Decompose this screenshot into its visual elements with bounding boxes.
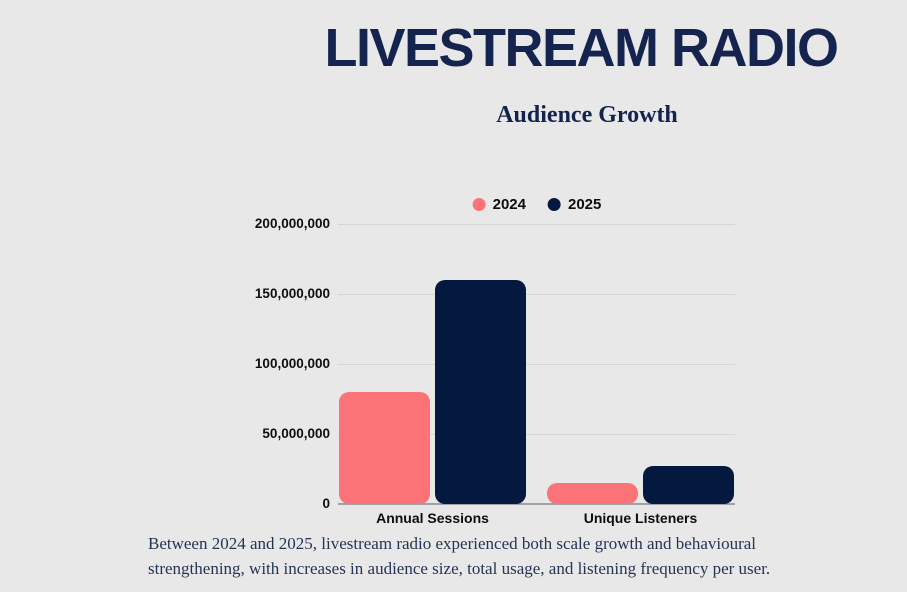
chart-title: Audience Growth	[496, 102, 678, 128]
x-axis-line	[338, 503, 735, 505]
legend-dot-2025	[548, 198, 561, 211]
gridline-100-000-000	[338, 364, 735, 365]
gridline-50-000-000	[338, 434, 735, 435]
legend-label-2024: 2024	[492, 196, 526, 213]
x-tick-label-annual-sessions: Annual Sessions	[376, 510, 489, 526]
legend-item-2025: 2025	[548, 196, 601, 213]
y-tick-label-0: 0	[322, 496, 330, 511]
legend-item-2024: 2024	[472, 196, 526, 213]
chart-caption: Between 2024 and 2025, livestream radio …	[148, 534, 771, 578]
y-tick-label-50-000-000: 50,000,000	[262, 426, 330, 441]
chart-legend: 2024 2025	[472, 196, 601, 213]
gridline-200-000-000	[338, 224, 735, 225]
y-tick-label-150-000-000: 150,000,000	[254, 286, 330, 301]
y-tick-label-100-000-000: 100,000,000	[254, 356, 330, 371]
y-tick-label-200-000-000: 200,000,000	[254, 216, 330, 231]
page-title: LIVESTREAM RADIO	[324, 18, 839, 78]
bar-2025-unique-listeners	[643, 466, 734, 504]
x-tick-label-unique-listeners: Unique Listeners	[583, 510, 698, 526]
gridline-150-000-000	[338, 294, 735, 295]
legend-dot-2024	[472, 198, 486, 211]
bar-2024-unique-listeners	[547, 483, 638, 504]
legend-label-2025: 2025	[568, 196, 602, 213]
bar-2024-annual-sessions	[339, 392, 430, 504]
bar-2025-annual-sessions	[435, 280, 526, 504]
plot-area: 0 50,000,000 100,000,000 150,000,000 200,000…	[255, 216, 735, 526]
